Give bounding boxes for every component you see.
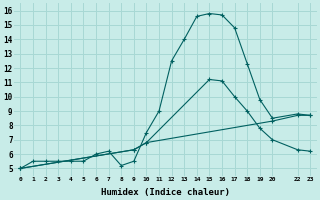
- X-axis label: Humidex (Indice chaleur): Humidex (Indice chaleur): [101, 188, 230, 197]
